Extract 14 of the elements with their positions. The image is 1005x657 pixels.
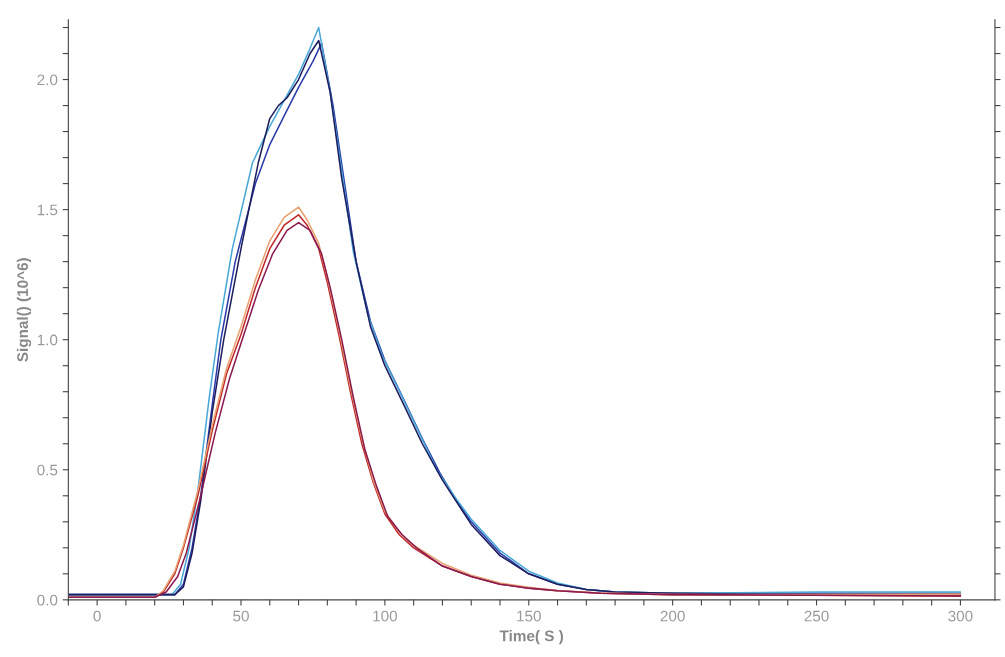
y-tick-label: 1.5	[37, 204, 58, 216]
x-tick-label: 200	[660, 610, 685, 622]
x-tick-label: 0	[93, 610, 101, 622]
y-tick-label: 0.0	[37, 594, 58, 606]
x-tick-label: 50	[233, 610, 249, 622]
y-tick-label: 1.0	[37, 334, 58, 346]
y-tick-label: 0.5	[37, 464, 58, 476]
y-tick-label: 2.0	[37, 74, 58, 86]
x-tick-label: 300	[948, 610, 973, 622]
x-tick-label: 100	[373, 610, 398, 622]
x-axis-title: Time( S )	[499, 630, 564, 645]
y-axis-title: Signal() (10^6)	[16, 258, 32, 362]
x-tick-label: 150	[517, 610, 541, 622]
x-tick-label: 250	[804, 610, 829, 622]
